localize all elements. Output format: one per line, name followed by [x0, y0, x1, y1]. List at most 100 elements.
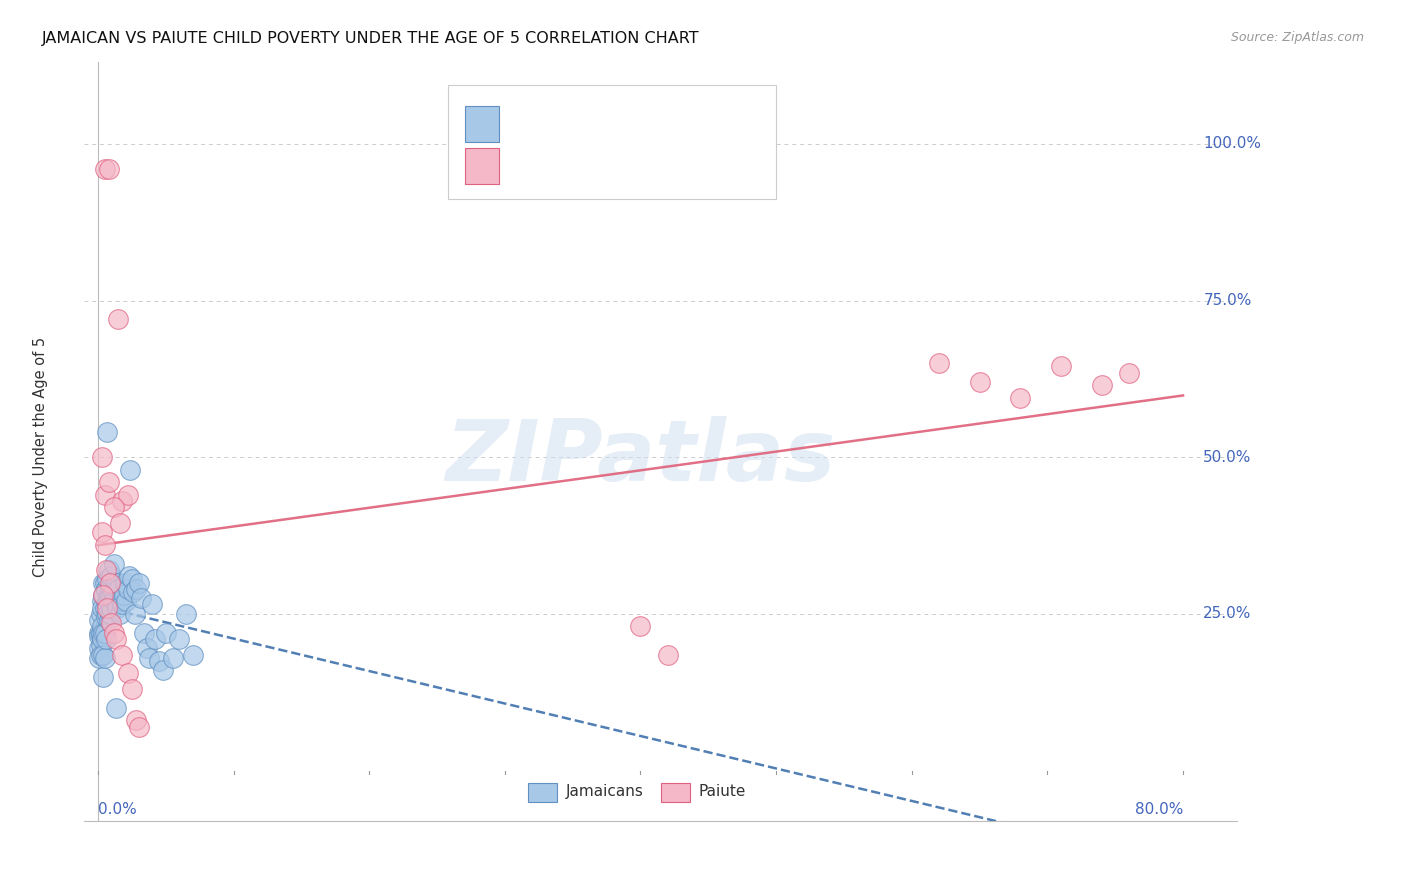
- Point: [97, 613, 120, 627]
- Point: [96, 573, 118, 587]
- Point: [93, 588, 115, 602]
- Point: [138, 650, 160, 665]
- Point: [91, 619, 114, 633]
- Point: [128, 575, 150, 590]
- Point: [103, 625, 125, 640]
- Point: [630, 619, 652, 633]
- Point: [104, 632, 127, 646]
- Point: [131, 591, 153, 606]
- Point: [97, 161, 120, 176]
- Point: [132, 625, 155, 640]
- FancyBboxPatch shape: [465, 106, 499, 142]
- Point: [118, 569, 141, 583]
- Point: [90, 629, 112, 643]
- Point: [101, 585, 124, 599]
- Point: [112, 588, 135, 602]
- Point: [120, 463, 142, 477]
- Point: [122, 585, 145, 599]
- Point: [93, 575, 115, 590]
- Text: 25.0%: 25.0%: [1204, 607, 1251, 622]
- Point: [91, 450, 114, 465]
- Point: [97, 563, 120, 577]
- Point: [152, 663, 174, 677]
- Point: [117, 582, 139, 596]
- Point: [98, 575, 121, 590]
- FancyBboxPatch shape: [661, 783, 690, 802]
- Point: [1050, 359, 1073, 374]
- Text: Child Poverty Under the Age of 5: Child Poverty Under the Age of 5: [34, 337, 48, 577]
- Text: 50.0%: 50.0%: [1204, 450, 1251, 465]
- Point: [93, 588, 115, 602]
- Point: [97, 588, 120, 602]
- Point: [114, 575, 136, 590]
- Point: [103, 500, 125, 515]
- Point: [100, 616, 122, 631]
- Point: [96, 425, 118, 439]
- Text: N =: N =: [650, 104, 683, 120]
- Point: [169, 632, 191, 646]
- Point: [124, 607, 146, 621]
- Point: [96, 607, 118, 621]
- Point: [90, 625, 112, 640]
- Point: [107, 312, 129, 326]
- FancyBboxPatch shape: [465, 148, 499, 184]
- Point: [89, 629, 111, 643]
- Point: [104, 575, 127, 590]
- Point: [1010, 391, 1032, 405]
- Point: [105, 600, 128, 615]
- FancyBboxPatch shape: [529, 783, 557, 802]
- Text: N =: N =: [650, 146, 683, 161]
- Point: [93, 600, 115, 615]
- Text: R =: R =: [517, 104, 550, 120]
- Text: 0.204: 0.204: [557, 104, 606, 120]
- Point: [93, 625, 115, 640]
- Text: 80.0%: 80.0%: [1135, 802, 1182, 817]
- FancyBboxPatch shape: [447, 85, 776, 199]
- Point: [148, 654, 170, 668]
- Point: [94, 632, 117, 646]
- Point: [93, 650, 115, 665]
- Point: [94, 610, 117, 624]
- Point: [125, 582, 148, 596]
- Point: [90, 607, 112, 621]
- Point: [121, 573, 143, 587]
- Point: [108, 516, 131, 530]
- Point: [100, 600, 122, 615]
- Point: [94, 582, 117, 596]
- Text: ZIPatlas: ZIPatlas: [446, 416, 835, 499]
- Point: [90, 648, 112, 662]
- Point: [97, 475, 120, 490]
- Point: [89, 641, 111, 656]
- Point: [100, 588, 122, 602]
- Point: [93, 669, 115, 683]
- Point: [93, 575, 115, 590]
- Point: [1091, 378, 1114, 392]
- Text: 74: 74: [690, 104, 711, 120]
- Point: [181, 648, 204, 662]
- Point: [91, 525, 114, 540]
- Point: [111, 648, 134, 662]
- Point: [143, 632, 166, 646]
- Point: [110, 594, 132, 608]
- Point: [657, 648, 679, 662]
- Point: [125, 714, 148, 728]
- Text: 0.0%: 0.0%: [98, 802, 136, 817]
- Point: [128, 720, 150, 734]
- Point: [93, 488, 115, 502]
- Point: [103, 557, 125, 571]
- Text: Source: ZipAtlas.com: Source: ZipAtlas.com: [1230, 31, 1364, 45]
- Point: [104, 701, 127, 715]
- Point: [89, 613, 111, 627]
- Point: [89, 650, 111, 665]
- Point: [162, 650, 184, 665]
- Point: [93, 648, 115, 662]
- Point: [1118, 366, 1140, 380]
- Text: 31: 31: [690, 146, 711, 161]
- Text: JAMAICAN VS PAIUTE CHILD POVERTY UNDER THE AGE OF 5 CORRELATION CHART: JAMAICAN VS PAIUTE CHILD POVERTY UNDER T…: [42, 31, 700, 46]
- Point: [89, 625, 111, 640]
- Point: [90, 638, 112, 652]
- Text: 75.0%: 75.0%: [1204, 293, 1251, 308]
- Point: [96, 598, 118, 612]
- Text: Jamaicans: Jamaicans: [567, 784, 644, 799]
- Point: [108, 607, 131, 621]
